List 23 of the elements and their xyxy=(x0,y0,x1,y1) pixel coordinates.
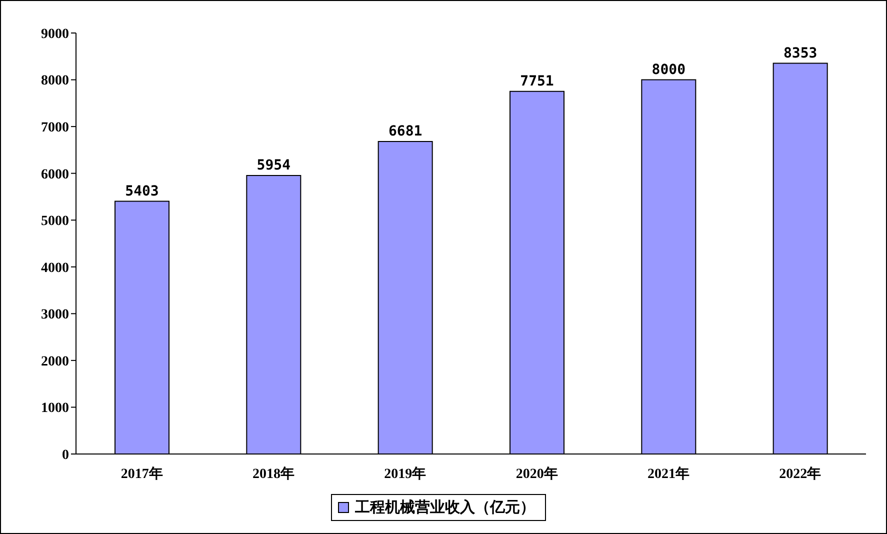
y-tick-label: 5000 xyxy=(41,214,69,230)
data-label: 8000 xyxy=(652,62,686,78)
y-tick-label: 3000 xyxy=(41,308,69,323)
y-tick-label: 1000 xyxy=(41,401,69,416)
x-tick-label: 2021年 xyxy=(648,466,690,482)
data-label: 8353 xyxy=(783,45,818,62)
x-tick-label: 2017年 xyxy=(120,466,163,482)
y-tick-label: 8000 xyxy=(41,74,69,89)
x-tick-label: 2019年 xyxy=(384,466,426,482)
y-tick-label: 6000 xyxy=(41,167,69,182)
y-tick-label: 9000 xyxy=(41,26,69,42)
x-tick-label: 2018年 xyxy=(252,466,294,482)
y-tick-label: 2000 xyxy=(41,354,69,370)
data-label: 6681 xyxy=(388,123,422,140)
x-tick-label: 2020年 xyxy=(516,466,558,482)
legend-label: 工程机械营业收入（亿元） xyxy=(354,498,535,517)
data-label: 7751 xyxy=(520,73,554,90)
data-label: 5954 xyxy=(256,157,291,174)
y-tick-label: 7000 xyxy=(41,120,69,136)
y-tick-label: 0 xyxy=(62,448,69,463)
data-label: 5403 xyxy=(125,183,159,200)
x-tick-label: 2022年 xyxy=(779,466,822,482)
y-tick-label: 4000 xyxy=(41,260,69,276)
